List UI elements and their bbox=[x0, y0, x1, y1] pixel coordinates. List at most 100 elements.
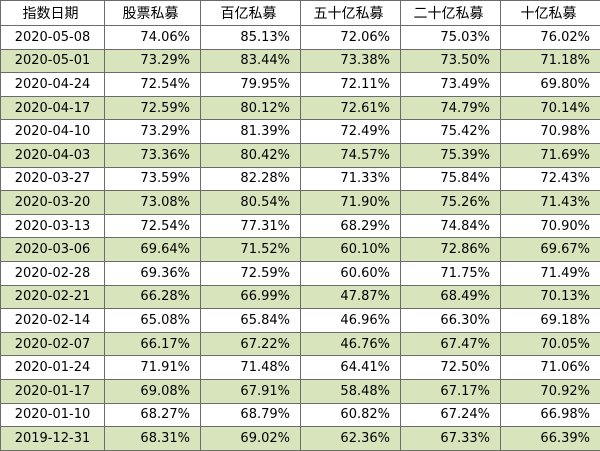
value-cell: 69.36% bbox=[105, 261, 201, 285]
value-cell: 66.28% bbox=[105, 285, 201, 309]
value-cell: 71.90% bbox=[301, 191, 401, 215]
value-cell: 72.59% bbox=[105, 96, 201, 120]
value-cell: 67.33% bbox=[401, 427, 501, 451]
value-cell: 73.38% bbox=[301, 49, 401, 73]
column-header: 百亿私募 bbox=[201, 1, 301, 26]
value-cell: 81.39% bbox=[201, 120, 301, 144]
value-cell: 72.06% bbox=[301, 26, 401, 50]
value-cell: 74.06% bbox=[105, 26, 201, 50]
value-cell: 65.08% bbox=[105, 309, 201, 333]
value-cell: 71.33% bbox=[301, 167, 401, 191]
value-cell: 60.82% bbox=[301, 403, 401, 427]
value-cell: 72.54% bbox=[105, 214, 201, 238]
column-header: 五十亿私募 bbox=[301, 1, 401, 26]
date-cell: 2020-04-03 bbox=[1, 143, 105, 167]
value-cell: 68.31% bbox=[105, 427, 201, 451]
value-cell: 75.84% bbox=[401, 167, 501, 191]
value-cell: 60.60% bbox=[301, 261, 401, 285]
value-cell: 69.80% bbox=[501, 73, 600, 97]
value-cell: 73.50% bbox=[401, 49, 501, 73]
value-cell: 68.27% bbox=[105, 403, 201, 427]
value-cell: 73.08% bbox=[105, 191, 201, 215]
value-cell: 68.29% bbox=[301, 214, 401, 238]
value-cell: 75.39% bbox=[401, 143, 501, 167]
value-cell: 71.91% bbox=[105, 356, 201, 380]
value-cell: 67.22% bbox=[201, 332, 301, 356]
value-cell: 70.98% bbox=[501, 120, 600, 144]
date-cell: 2020-03-20 bbox=[1, 191, 105, 215]
value-cell: 71.69% bbox=[501, 143, 600, 167]
value-cell: 77.31% bbox=[201, 214, 301, 238]
value-cell: 69.64% bbox=[105, 238, 201, 262]
value-cell: 73.29% bbox=[105, 49, 201, 73]
date-cell: 2020-02-21 bbox=[1, 285, 105, 309]
date-cell: 2020-02-14 bbox=[1, 309, 105, 333]
value-cell: 70.92% bbox=[501, 379, 600, 403]
value-cell: 72.59% bbox=[201, 261, 301, 285]
value-cell: 74.84% bbox=[401, 214, 501, 238]
value-cell: 75.26% bbox=[401, 191, 501, 215]
value-cell: 71.06% bbox=[501, 356, 600, 380]
date-cell: 2020-04-24 bbox=[1, 73, 105, 97]
value-cell: 67.91% bbox=[201, 379, 301, 403]
date-cell: 2020-01-24 bbox=[1, 356, 105, 380]
column-header: 十亿私募 bbox=[501, 1, 600, 26]
value-cell: 67.24% bbox=[401, 403, 501, 427]
value-cell: 67.17% bbox=[401, 379, 501, 403]
value-cell: 71.52% bbox=[201, 238, 301, 262]
date-cell: 2020-05-08 bbox=[1, 26, 105, 50]
value-cell: 71.48% bbox=[201, 356, 301, 380]
value-cell: 80.12% bbox=[201, 96, 301, 120]
column-header: 股票私募 bbox=[105, 1, 201, 26]
value-cell: 72.11% bbox=[301, 73, 401, 97]
value-cell: 68.79% bbox=[201, 403, 301, 427]
value-cell: 69.08% bbox=[105, 379, 201, 403]
value-cell: 73.29% bbox=[105, 120, 201, 144]
date-cell: 2020-01-10 bbox=[1, 403, 105, 427]
value-cell: 69.67% bbox=[501, 238, 600, 262]
value-cell: 73.49% bbox=[401, 73, 501, 97]
value-cell: 70.13% bbox=[501, 285, 600, 309]
value-cell: 68.49% bbox=[401, 285, 501, 309]
date-cell: 2019-12-31 bbox=[1, 427, 105, 451]
value-cell: 72.49% bbox=[301, 120, 401, 144]
value-cell: 83.44% bbox=[201, 49, 301, 73]
value-cell: 46.96% bbox=[301, 309, 401, 333]
value-cell: 70.14% bbox=[501, 96, 600, 120]
value-cell: 66.30% bbox=[401, 309, 501, 333]
value-cell: 69.02% bbox=[201, 427, 301, 451]
value-cell: 85.13% bbox=[201, 26, 301, 50]
value-cell: 75.42% bbox=[401, 120, 501, 144]
value-cell: 74.57% bbox=[301, 143, 401, 167]
value-cell: 72.61% bbox=[301, 96, 401, 120]
value-cell: 47.87% bbox=[301, 285, 401, 309]
value-cell: 72.54% bbox=[105, 73, 201, 97]
value-cell: 66.99% bbox=[201, 285, 301, 309]
value-cell: 46.76% bbox=[301, 332, 401, 356]
value-cell: 62.36% bbox=[301, 427, 401, 451]
value-cell: 80.42% bbox=[201, 143, 301, 167]
date-cell: 2020-03-13 bbox=[1, 214, 105, 238]
value-cell: 66.39% bbox=[501, 427, 600, 451]
value-cell: 60.10% bbox=[301, 238, 401, 262]
value-cell: 72.50% bbox=[401, 356, 501, 380]
value-cell: 71.18% bbox=[501, 49, 600, 73]
date-cell: 2020-02-07 bbox=[1, 332, 105, 356]
